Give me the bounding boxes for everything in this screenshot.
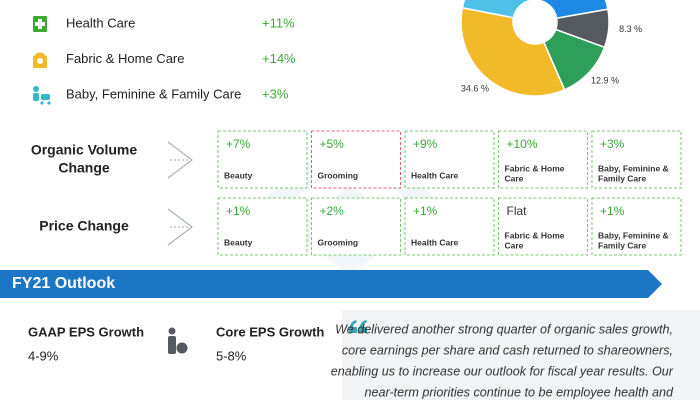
metric-category: Baby, Feminine & — [598, 163, 669, 173]
metric-category: Care — [505, 173, 524, 183]
metric-category: Family Care — [598, 240, 646, 250]
baby-icon — [33, 86, 51, 105]
person-icon — [168, 327, 188, 354]
metric-category: Health Care — [411, 170, 459, 180]
gaap-value: 4-9% — [28, 348, 59, 363]
segment-value: +11% — [262, 15, 295, 30]
segment-value: +3% — [262, 86, 289, 101]
metric-category: Baby, Feminine & — [598, 230, 669, 240]
metric-label: Organic Volume — [31, 142, 138, 158]
metric-box — [591, 197, 682, 256]
gaap-label: GAAP EPS Growth — [28, 324, 144, 339]
metric-value: +3% — [600, 137, 625, 151]
metric-category: Health Care — [411, 237, 459, 247]
quote-line: core earnings per share and cash returne… — [342, 343, 673, 357]
quote-line: near-term priorities continue to be empl… — [365, 385, 674, 399]
chevron — [167, 141, 193, 246]
metric-category: Grooming — [318, 237, 359, 247]
metric-value: Flat — [507, 204, 528, 218]
metric-category: Fabric & Home — [505, 230, 565, 240]
metric-box — [404, 197, 495, 256]
pie-label: 12.9 % — [591, 75, 619, 85]
metric-value: +7% — [226, 137, 251, 151]
metric-label: Price Change — [39, 218, 129, 234]
metric-value: +1% — [600, 204, 625, 218]
pie-label: 8.3 % — [619, 24, 642, 34]
banner-title: FY21 Outlook — [12, 275, 115, 292]
metric-value: +10% — [507, 137, 538, 151]
segment-name: Baby, Feminine & Family Care — [66, 86, 241, 101]
metric-category: Fabric & Home — [505, 163, 565, 173]
pie-label: 34.6 % — [461, 83, 489, 93]
metric-category: Care — [505, 240, 524, 250]
banner — [0, 270, 662, 298]
metric-value: +5% — [320, 137, 345, 151]
quote-box — [342, 310, 700, 400]
metric-box — [498, 197, 588, 256]
metric-category: Grooming — [318, 170, 359, 180]
metric-box — [591, 130, 682, 189]
metric-box — [311, 197, 401, 256]
pie-slice — [461, 0, 534, 19]
core-label: Core EPS Growth — [216, 324, 324, 339]
metric-box — [217, 197, 308, 256]
fabric-icon — [33, 52, 47, 68]
metric-label: Change — [58, 160, 110, 176]
segment-value: +14% — [262, 51, 296, 66]
core-value: 5-8% — [216, 348, 247, 363]
metric-box — [311, 130, 401, 189]
metric-category: Family Care — [598, 173, 646, 183]
quote-mark — [349, 320, 367, 333]
pie-slice — [532, 0, 609, 20]
quote-line: enabling us to increase our outlook for … — [331, 364, 674, 378]
metric-value: +9% — [413, 137, 438, 151]
pie-slice — [460, 7, 566, 97]
metric-value: +1% — [413, 204, 438, 218]
metric-box — [498, 130, 588, 189]
metric-category: Beauty — [224, 170, 253, 180]
metric-box — [217, 130, 308, 189]
metric-box — [404, 130, 495, 189]
segment-name: Fabric & Home Care — [66, 51, 184, 66]
metric-value: +2% — [320, 204, 345, 218]
metric-value: +1% — [226, 204, 251, 218]
health-icon — [33, 16, 47, 32]
quote-line: We delivered another strong quarter of o… — [335, 322, 673, 336]
metric-category: Beauty — [224, 237, 253, 247]
segment-name: Health Care — [66, 15, 135, 30]
